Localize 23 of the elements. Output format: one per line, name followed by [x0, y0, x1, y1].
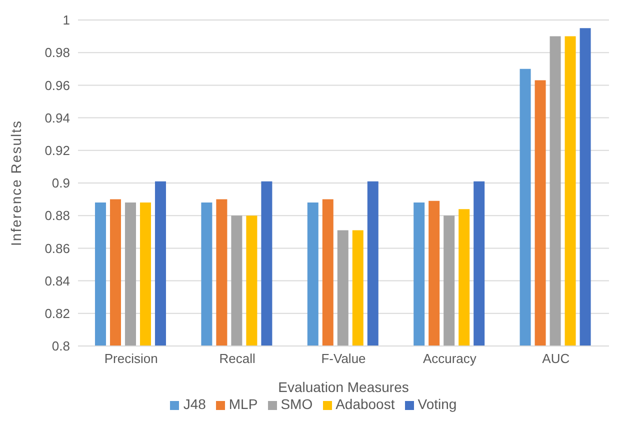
- x-tick-label: F-Value: [321, 351, 366, 366]
- y-tick-label: 0.84: [44, 273, 70, 288]
- x-axis-title: Evaluation Measures: [278, 379, 409, 395]
- y-tick-label: 1: [62, 12, 70, 28]
- y-tick-label: 0.9: [52, 176, 70, 191]
- y-axis-title: Inference Results: [8, 120, 24, 246]
- legend-label: Voting: [418, 396, 457, 412]
- y-tick-label: 0.88: [44, 208, 70, 224]
- x-tick-label: AUC: [542, 351, 570, 366]
- y-tick-label: 0.86: [44, 240, 70, 256]
- y-tick-label: 0.94: [44, 110, 70, 126]
- legend-label: MLP: [228, 396, 258, 412]
- y-tick-label: 0.96: [44, 78, 70, 93]
- y-tick-label: 0.8: [52, 338, 70, 354]
- legend-label: Adaboost: [336, 396, 395, 412]
- legend-label: J48: [183, 396, 206, 412]
- x-tick-label: Precision: [104, 351, 158, 366]
- legend-label: SMO: [280, 396, 313, 412]
- y-tick-label: 0.98: [44, 45, 70, 60]
- x-tick-label: Recall: [219, 351, 256, 366]
- y-tick-label: 0.92: [44, 143, 70, 158]
- y-tick-label: 0.82: [44, 306, 70, 322]
- x-tick-label: Accuracy: [422, 351, 477, 366]
